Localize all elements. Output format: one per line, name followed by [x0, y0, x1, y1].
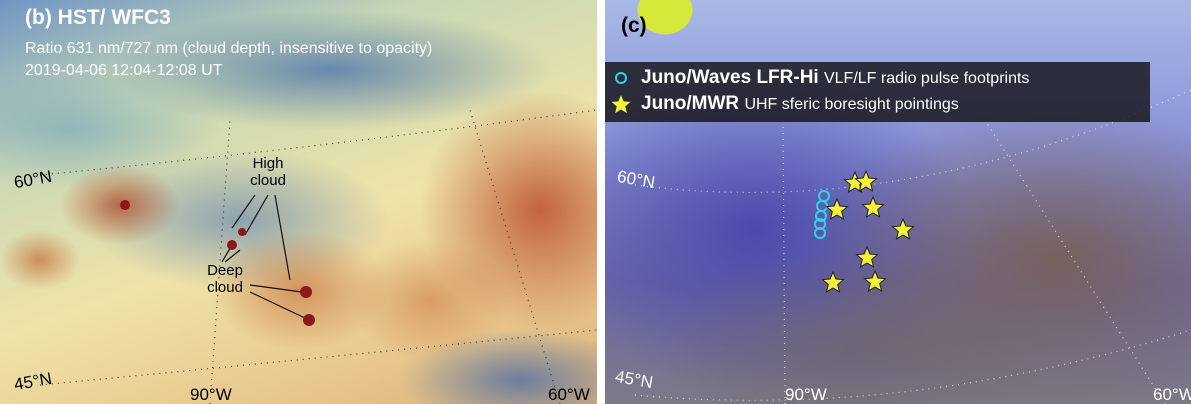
- figure: {"panels": [ {"label": "(b) HST/ WFC3", …: [0, 0, 1191, 404]
- grid-label: 90°W: [190, 385, 232, 404]
- legend-description: VLF/LF radio pulse footprints: [824, 70, 1029, 87]
- cloud-spot: [303, 314, 315, 326]
- annotation: Deep cloud: [195, 262, 255, 296]
- leader-line: [245, 195, 268, 235]
- leader-line: [250, 292, 305, 318]
- legend-star: [612, 95, 631, 113]
- longitude-line: [470, 110, 560, 404]
- panel-title: (c): [621, 14, 647, 38]
- panel-title: (b) HST/ WFC3: [25, 6, 171, 30]
- panel-date: 2019-04-06 12:04-12:08 UT: [25, 62, 222, 80]
- mwr-pointing: [823, 272, 844, 292]
- waves-footprint: [819, 191, 829, 201]
- grid-label: 60°W: [1153, 385, 1191, 404]
- waves-footprint: [817, 201, 827, 211]
- leader-line: [275, 195, 290, 280]
- legend-circle: [616, 73, 626, 83]
- mwr-pointing: [893, 219, 914, 239]
- legend-description: UHF sferic boresight pointings: [744, 96, 958, 113]
- panel-hst: (b) HST/ WFC3 Ratio 631 nm/727 nm (cloud…: [0, 0, 597, 404]
- latitude-line: [40, 110, 597, 175]
- cloud-spot: [238, 228, 246, 236]
- legend-name: Juno/Waves LFR-Hi: [641, 67, 819, 88]
- leader-line: [225, 250, 240, 262]
- grid-label: 90°W: [785, 385, 827, 404]
- mwr-pointing: [865, 271, 886, 291]
- grid-label: 60°W: [548, 385, 590, 404]
- panel-c-overlay: [605, 0, 1191, 404]
- legend-name: Juno/MWR: [641, 93, 739, 114]
- mwr-pointing: [863, 197, 884, 217]
- cloud-spot: [300, 286, 312, 298]
- leader-line: [250, 285, 302, 292]
- latitude-line: [40, 330, 597, 385]
- longitude-line: [985, 120, 1165, 404]
- panel-juno: (c) Juno/Waves LFR-Hi VLF/LF radio pulse…: [605, 0, 1191, 404]
- legend-entry: Juno/Waves LFR-Hi VLF/LF radio pulse foo…: [641, 67, 1029, 89]
- legend-entry: Juno/MWR UHF sferic boresight pointings: [641, 93, 959, 115]
- mwr-pointing: [857, 247, 878, 267]
- longitude-line: [783, 120, 785, 404]
- cloud-spot: [120, 200, 130, 210]
- mwr-pointing: [827, 199, 848, 219]
- panel-subtitle: Ratio 631 nm/727 nm (cloud depth, insens…: [25, 40, 432, 58]
- legend: Juno/Waves LFR-Hi VLF/LF radio pulse foo…: [605, 62, 1150, 122]
- latitude-line: [635, 330, 1191, 400]
- panel-b-overlay: [0, 0, 597, 404]
- cloud-spot: [227, 240, 237, 250]
- annotation: High cloud: [238, 155, 298, 189]
